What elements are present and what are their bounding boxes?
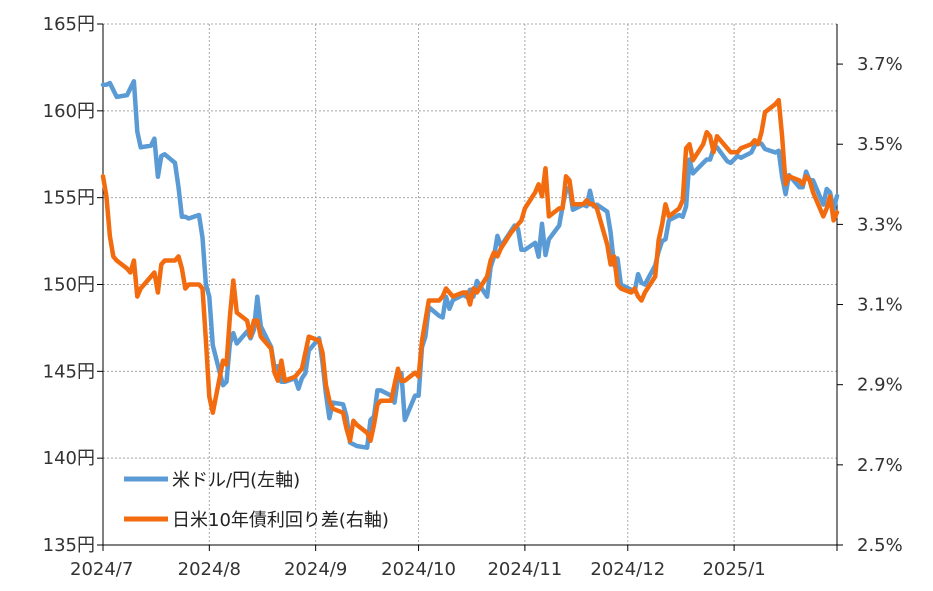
x-tick-label: 2025/1 (702, 559, 765, 580)
x-tick-label: 2024/12 (590, 559, 665, 580)
y-left-tick-label: 160円 (43, 101, 95, 122)
y-right-tick-label: 3.3% (857, 214, 903, 235)
x-tick-label: 2024/8 (178, 559, 241, 580)
x-tick-label: 2024/10 (381, 559, 456, 580)
x-tick-label: 2024/7 (70, 559, 133, 580)
y-left-tick-label: 165円 (43, 14, 95, 35)
x-tick-label: 2024/9 (284, 559, 347, 580)
grid-layer (103, 23, 837, 545)
x-tick-label: 2024/11 (487, 559, 562, 580)
y-right-tick-label: 3.5% (857, 134, 903, 155)
y-left-tick-label: 150円 (43, 275, 95, 296)
series-layer (100, 79, 840, 450)
y-left-tick-label: 145円 (43, 361, 95, 382)
y-right-tick-label: 3.7% (857, 54, 903, 75)
legend: 米ドル/円(左軸) 日米10年債利回り差(右軸) (124, 470, 389, 531)
y-right-tick-label: 2.5% (857, 535, 903, 556)
y-right-tick-label: 2.7% (857, 455, 903, 476)
series-line-1 (100, 79, 840, 450)
series-line-2 (100, 97, 840, 444)
y-right-tick-label: 3.1% (857, 295, 903, 316)
y-left-tick-label: 155円 (43, 188, 95, 209)
legend-label-1: 米ドル/円(左軸) (172, 470, 300, 491)
y-left-tick-label: 135円 (43, 535, 95, 556)
y-right-tick-label: 2.9% (857, 375, 903, 396)
axis-layer: 135円 140円 145円 150円 155円 160円 165円 2024/7 2024/8… (43, 14, 903, 580)
y-left-tick-label: 140円 (43, 448, 95, 469)
legend-label-2: 日米10年債利回り差(右軸) (172, 510, 389, 531)
